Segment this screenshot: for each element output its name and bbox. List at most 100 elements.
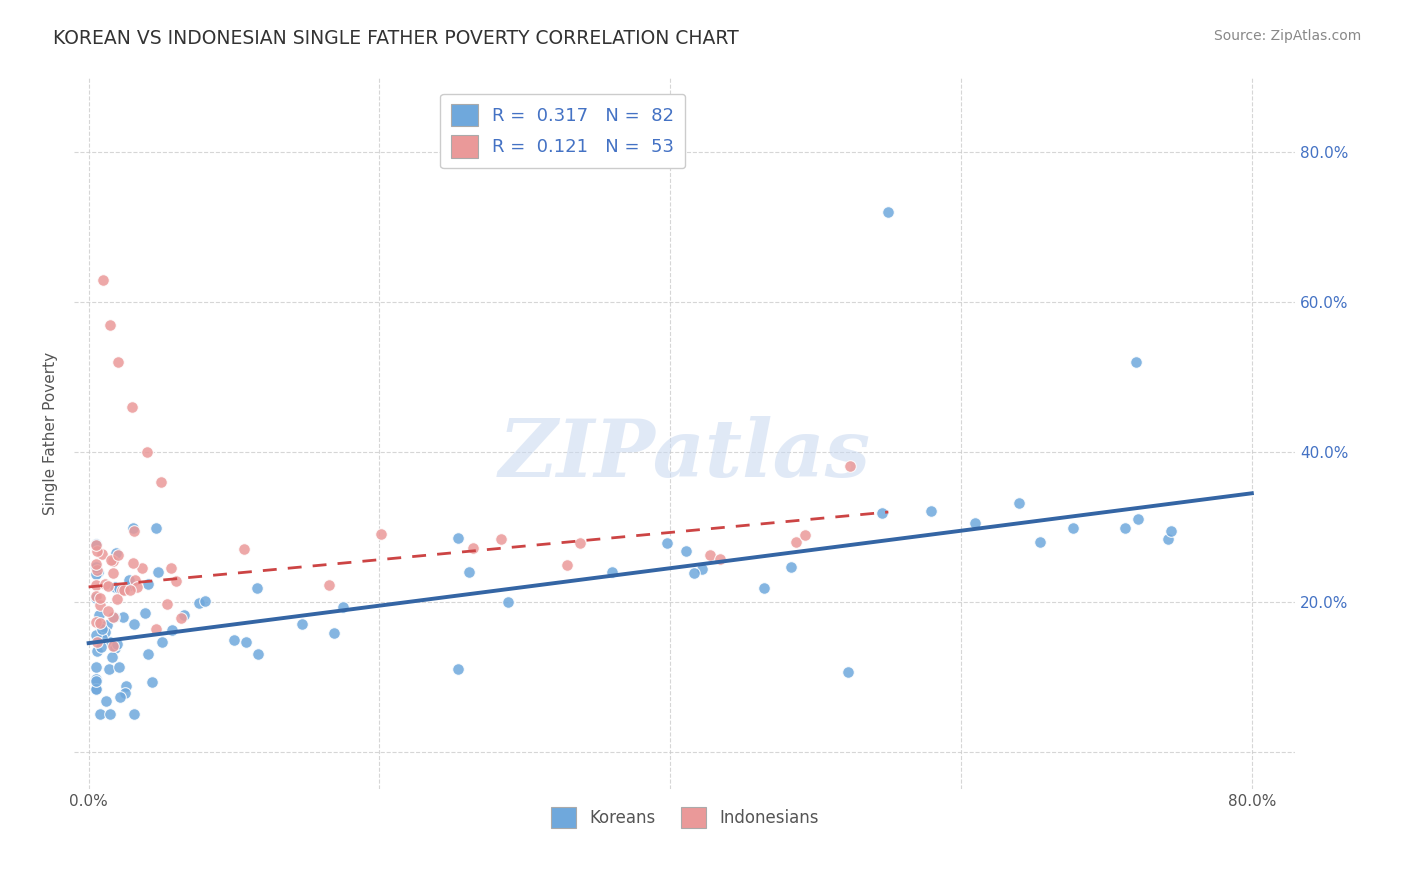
- Point: [877, 205, 900, 219]
- Point: [447, 662, 470, 676]
- Point: [121, 556, 143, 570]
- Point: [122, 617, 145, 632]
- Point: [655, 535, 678, 549]
- Point: [138, 647, 160, 661]
- Point: [1029, 535, 1052, 549]
- Point: [98, 662, 121, 676]
- Point: [108, 581, 131, 595]
- Point: [1160, 524, 1182, 539]
- Point: [146, 565, 169, 579]
- Point: [107, 355, 129, 369]
- Point: [120, 578, 142, 592]
- Point: [165, 574, 187, 588]
- Point: [683, 566, 706, 580]
- Text: KOREAN VS INDONESIAN SINGLE FATHER POVERTY CORRELATION CHART: KOREAN VS INDONESIAN SINGLE FATHER POVER…: [53, 29, 740, 48]
- Point: [84, 578, 107, 592]
- Point: [370, 526, 392, 541]
- Point: [145, 521, 167, 535]
- Point: [1125, 355, 1147, 369]
- Point: [491, 532, 513, 546]
- Point: [98, 707, 121, 722]
- Point: [134, 607, 156, 621]
- Point: [84, 557, 107, 571]
- Point: [104, 546, 127, 560]
- Point: [1062, 520, 1084, 534]
- Point: [111, 582, 134, 597]
- Point: [222, 633, 245, 648]
- Point: [699, 548, 721, 562]
- Point: [110, 690, 132, 704]
- Point: [84, 590, 107, 604]
- Point: [135, 445, 157, 459]
- Point: [84, 537, 107, 551]
- Legend: Koreans, Indonesians: Koreans, Indonesians: [544, 801, 825, 834]
- Point: [457, 565, 479, 579]
- Point: [291, 616, 314, 631]
- Point: [600, 565, 623, 579]
- Point: [150, 475, 173, 489]
- Point: [101, 639, 124, 653]
- Point: [690, 562, 713, 576]
- Point: [322, 625, 344, 640]
- Point: [118, 582, 141, 597]
- Point: [115, 679, 138, 693]
- Point: [97, 603, 120, 617]
- Point: [235, 634, 257, 648]
- Point: [233, 541, 256, 556]
- Point: [84, 681, 107, 696]
- Point: [1008, 496, 1031, 510]
- Point: [963, 516, 986, 530]
- Point: [84, 567, 107, 582]
- Point: [89, 707, 111, 722]
- Point: [496, 595, 519, 609]
- Point: [1114, 520, 1136, 534]
- Point: [91, 273, 114, 287]
- Point: [837, 665, 859, 679]
- Point: [98, 635, 121, 649]
- Point: [187, 596, 209, 610]
- Point: [84, 538, 107, 552]
- Point: [131, 561, 153, 575]
- Point: [318, 578, 340, 592]
- Point: [160, 561, 183, 575]
- Point: [136, 576, 159, 591]
- Point: [122, 524, 145, 538]
- Point: [870, 506, 893, 520]
- Point: [96, 617, 118, 632]
- Point: [122, 706, 145, 721]
- Point: [91, 631, 114, 645]
- Point: [107, 548, 129, 562]
- Point: [103, 609, 125, 624]
- Point: [194, 594, 217, 608]
- Point: [84, 560, 107, 574]
- Point: [555, 558, 578, 572]
- Point: [141, 675, 163, 690]
- Point: [675, 544, 697, 558]
- Point: [89, 598, 111, 612]
- Point: [86, 563, 108, 577]
- Point: [101, 650, 124, 665]
- Point: [121, 521, 143, 535]
- Point: [785, 535, 807, 549]
- Point: [246, 582, 269, 596]
- Point: [94, 625, 117, 640]
- Point: [84, 627, 107, 641]
- Point: [100, 553, 122, 567]
- Point: [90, 622, 112, 636]
- Point: [107, 660, 129, 674]
- Point: [461, 541, 484, 556]
- Point: [247, 647, 270, 661]
- Point: [568, 536, 591, 550]
- Point: [780, 559, 803, 574]
- Point: [1157, 532, 1180, 546]
- Point: [86, 566, 108, 580]
- Point: [104, 641, 127, 656]
- Point: [100, 318, 122, 332]
- Point: [124, 573, 146, 587]
- Point: [112, 583, 135, 598]
- Point: [838, 459, 860, 474]
- Point: [1126, 512, 1149, 526]
- Point: [84, 591, 107, 605]
- Point: [794, 528, 817, 542]
- Point: [89, 591, 111, 605]
